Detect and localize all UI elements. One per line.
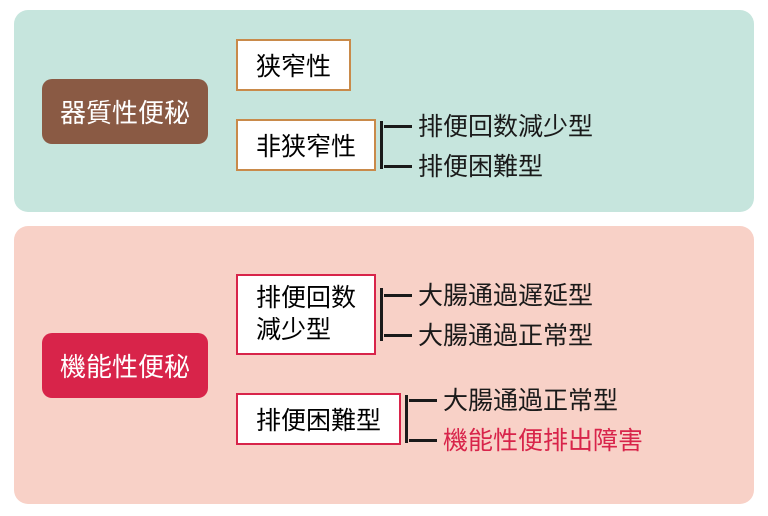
leaf-difficult-defecation: 排便困難型 [396,147,593,183]
leaf-normal-transit-1: 大腸通過正常型 [396,316,593,352]
leaf-reduced-frequency: 排便回数減少型 [396,107,593,143]
difficult-defecation-leaves: 大腸通過正常型 機能性便排出障害 [421,381,643,457]
row-difficult-defecation: 排便困難型 大腸通過正常型 機能性便排出障害 [236,381,643,457]
organic-tree: 狭窄性 非狭窄性 排便回数減少型 排便困難型 [236,39,593,183]
functional-constipation-panel: 機能性便秘 排便回数 減少型 大腸通過遅延型 大腸通過正常型 排便困難型 大腸通… [14,226,754,504]
functional-badge: 機能性便秘 [42,333,208,398]
bracket-icon [380,107,396,183]
bracket-icon [405,381,421,457]
box-non-stenotic: 非狭窄性 [236,119,376,171]
organic-constipation-panel: 器質性便秘 狭窄性 非狭窄性 排便回数減少型 排便困難型 [14,10,754,212]
non-stenotic-leaves: 排便回数減少型 排便困難型 [396,107,593,183]
leaf-outlet-obstruction: 機能性便排出障害 [421,421,643,457]
box-line1: 排便回数 [256,282,356,315]
row-stenotic: 狭窄性 [236,39,593,91]
reduced-frequency-leaves: 大腸通過遅延型 大腸通過正常型 [396,276,593,352]
leaf-slow-transit: 大腸通過遅延型 [396,276,593,312]
box-line2: 減少型 [256,314,356,347]
organic-badge: 器質性便秘 [42,79,208,144]
box-stenotic: 狭窄性 [236,39,351,91]
leaf-normal-transit-2: 大腸通過正常型 [421,381,643,417]
functional-tree: 排便回数 減少型 大腸通過遅延型 大腸通過正常型 排便困難型 大腸通過正常型 機… [236,274,643,457]
box-difficult-defecation: 排便困難型 [236,393,401,445]
row-reduced-frequency: 排便回数 減少型 大腸通過遅延型 大腸通過正常型 [236,274,643,355]
bracket-icon [380,274,396,355]
row-non-stenotic: 非狭窄性 排便回数減少型 排便困難型 [236,107,593,183]
box-reduced-frequency: 排便回数 減少型 [236,274,376,355]
